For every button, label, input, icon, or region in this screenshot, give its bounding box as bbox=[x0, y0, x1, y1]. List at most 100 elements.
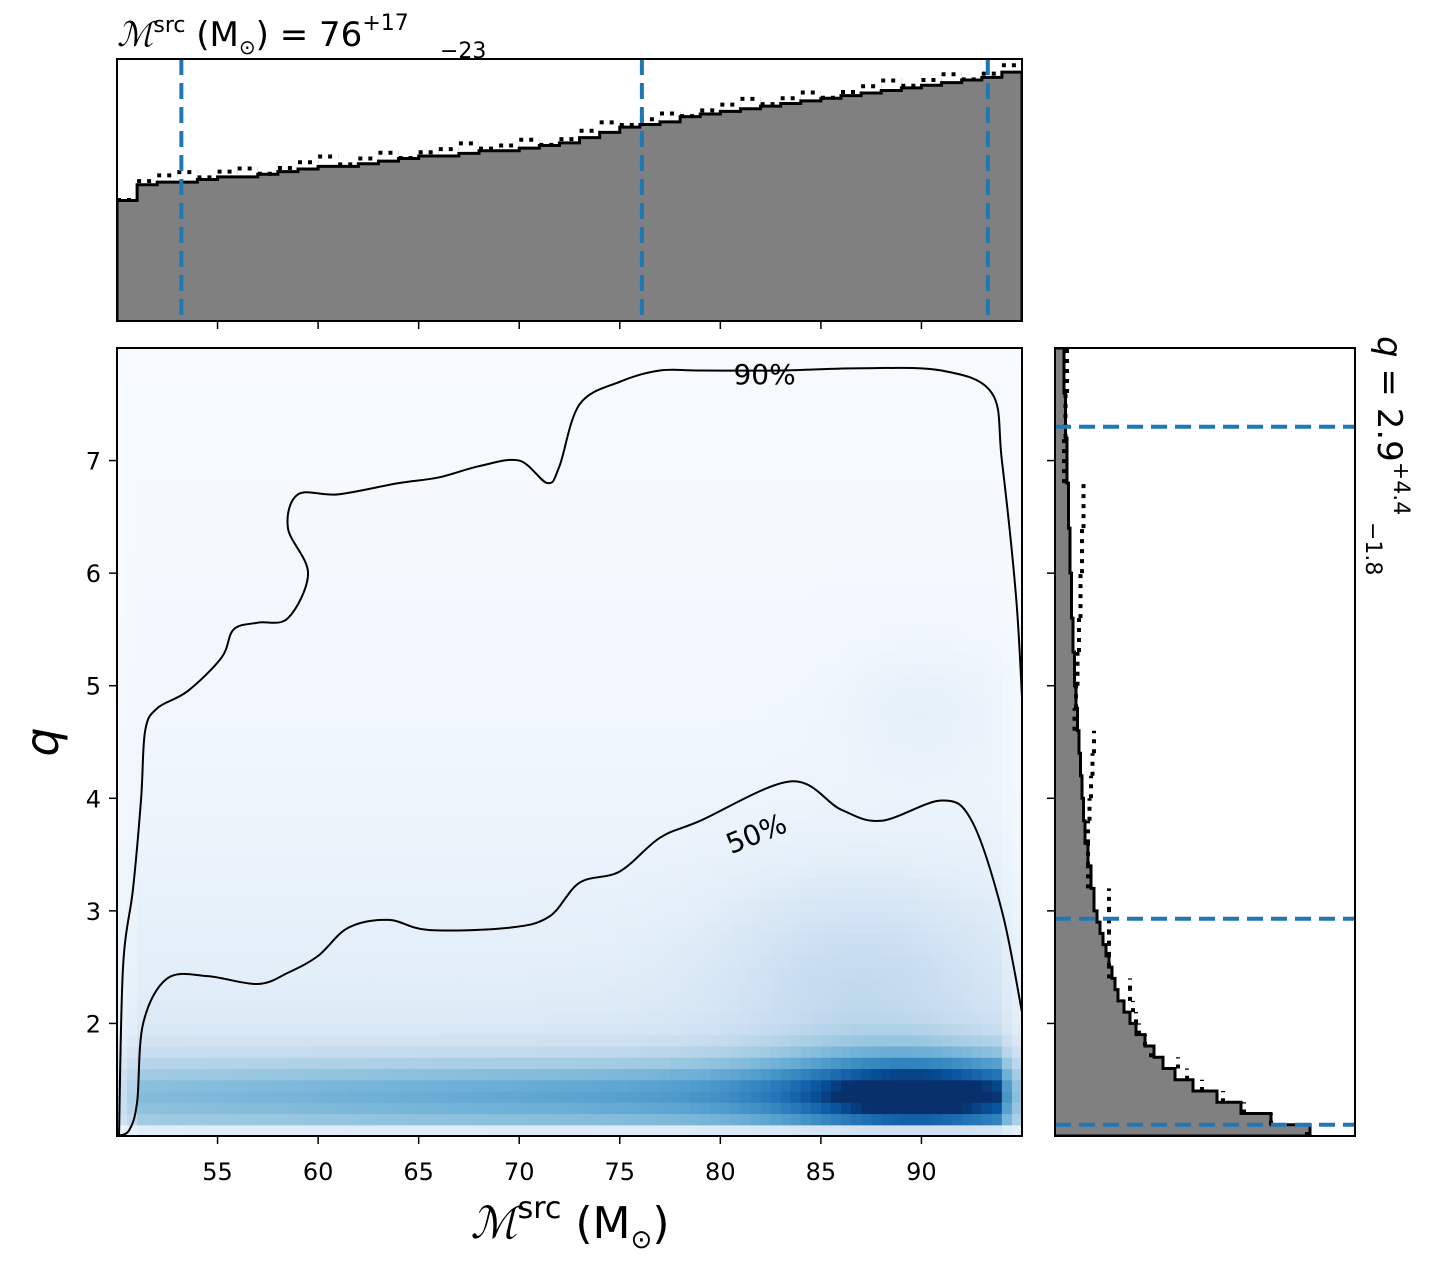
density-cell bbox=[670, 573, 681, 585]
density-cell bbox=[509, 955, 520, 968]
density-cell bbox=[740, 651, 752, 664]
density-cell bbox=[217, 708, 229, 721]
density-cell bbox=[539, 910, 550, 923]
density-cell bbox=[187, 348, 199, 360]
density-cell bbox=[680, 404, 691, 417]
density-cell bbox=[790, 471, 802, 484]
density-cell bbox=[740, 989, 752, 1002]
density-cell bbox=[509, 753, 520, 766]
density-cell bbox=[368, 809, 380, 822]
density-cell bbox=[549, 933, 561, 946]
density-cell bbox=[398, 685, 410, 698]
density-cell bbox=[438, 426, 450, 439]
density-cell bbox=[207, 944, 219, 957]
density-cell bbox=[549, 820, 561, 833]
density-cell bbox=[197, 933, 209, 946]
density-cell bbox=[287, 561, 299, 574]
density-cell bbox=[509, 629, 520, 642]
density-cell bbox=[509, 1000, 520, 1013]
density-cell bbox=[237, 393, 249, 405]
density-cell bbox=[438, 359, 450, 372]
density-cell bbox=[629, 640, 641, 653]
density-cell bbox=[277, 685, 289, 698]
density-cell bbox=[388, 696, 400, 709]
density-cell bbox=[127, 640, 138, 653]
density-cell bbox=[177, 359, 188, 372]
density-cell bbox=[207, 1124, 219, 1136]
density-cell bbox=[750, 685, 762, 698]
density-cell bbox=[147, 719, 158, 732]
density-cell bbox=[398, 539, 410, 552]
density-cell bbox=[177, 1113, 188, 1126]
density-cell bbox=[167, 370, 178, 383]
density-cell bbox=[790, 404, 802, 417]
density-cell bbox=[720, 1113, 731, 1126]
density-cell bbox=[338, 370, 349, 383]
density-cell bbox=[448, 708, 460, 721]
density-cell bbox=[639, 933, 651, 946]
density-cell bbox=[770, 753, 782, 766]
density-cell bbox=[428, 865, 440, 878]
density-cell bbox=[298, 528, 309, 540]
density-cell bbox=[479, 764, 490, 777]
top-hist-bar bbox=[700, 114, 721, 321]
density-cell bbox=[187, 787, 199, 799]
density-cell bbox=[700, 1113, 711, 1126]
density-cell bbox=[660, 764, 671, 777]
density-cell bbox=[227, 708, 239, 721]
density-cell bbox=[710, 685, 721, 698]
density-cell bbox=[177, 516, 188, 529]
density-cell bbox=[137, 539, 148, 552]
density-cell bbox=[308, 381, 319, 394]
density-cell bbox=[318, 539, 329, 552]
density-cell bbox=[217, 505, 229, 518]
density-cell bbox=[730, 471, 742, 484]
density-cell bbox=[690, 742, 701, 754]
density-cell bbox=[428, 787, 440, 799]
density-cell bbox=[740, 730, 752, 743]
density-cell bbox=[468, 933, 480, 946]
density-cell bbox=[197, 393, 209, 405]
density-cell bbox=[559, 696, 571, 709]
density-cell bbox=[670, 1034, 681, 1047]
density-cell bbox=[559, 899, 571, 912]
density-cell bbox=[187, 1012, 199, 1025]
density-cell bbox=[710, 550, 721, 563]
density-cell bbox=[318, 933, 329, 946]
density-cell bbox=[680, 865, 691, 878]
density-cell bbox=[619, 696, 631, 709]
density-cell bbox=[217, 989, 229, 1002]
density-cell bbox=[489, 595, 500, 608]
density-cell bbox=[277, 1090, 289, 1103]
density-cell bbox=[509, 426, 520, 439]
density-cell bbox=[398, 1023, 410, 1036]
density-cell bbox=[378, 494, 390, 507]
density-cell bbox=[147, 629, 158, 642]
density-cell bbox=[378, 1090, 390, 1103]
density-cell bbox=[338, 528, 349, 540]
density-cell bbox=[660, 1068, 671, 1081]
density-cell bbox=[639, 1023, 651, 1036]
density-cell bbox=[338, 1034, 349, 1047]
density-cell bbox=[629, 820, 641, 833]
density-cell bbox=[348, 843, 359, 856]
density-cell bbox=[127, 539, 138, 552]
density-cell bbox=[499, 471, 510, 484]
density-cell bbox=[499, 1057, 510, 1070]
density-cell bbox=[277, 753, 289, 766]
density-cell bbox=[217, 528, 229, 540]
density-cell bbox=[700, 640, 711, 653]
density-cell bbox=[639, 1113, 651, 1126]
density-cell bbox=[438, 606, 450, 619]
density-cell bbox=[790, 1000, 802, 1013]
density-cell bbox=[810, 1045, 822, 1058]
density-cell bbox=[479, 359, 490, 372]
density-cell bbox=[529, 1012, 540, 1025]
density-cell bbox=[780, 1012, 792, 1025]
density-cell bbox=[157, 370, 168, 383]
density-cell bbox=[810, 505, 822, 518]
density-cell bbox=[479, 989, 490, 1002]
density-cell bbox=[750, 1045, 762, 1058]
density-cell bbox=[750, 561, 762, 574]
density-cell bbox=[408, 944, 420, 957]
